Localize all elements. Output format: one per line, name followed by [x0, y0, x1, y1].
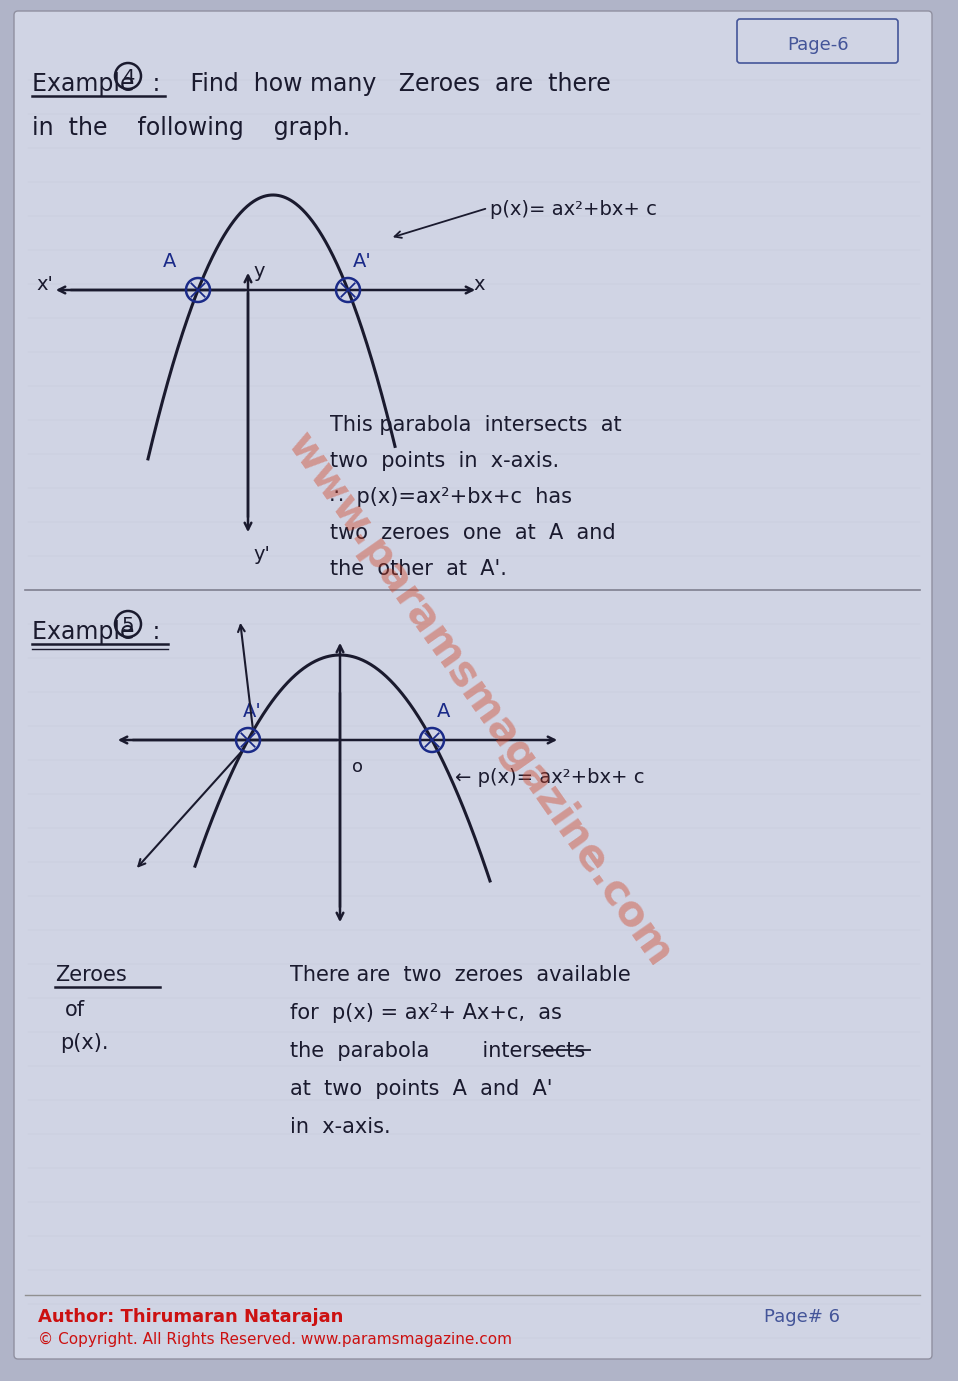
- Text: 4: 4: [122, 68, 134, 87]
- Text: for  p(x) = ax²+ Ax+c,  as: for p(x) = ax²+ Ax+c, as: [290, 1003, 562, 1023]
- Text: ∴  p(x)=ax²+bx+c  has: ∴ p(x)=ax²+bx+c has: [330, 487, 572, 507]
- Text: x': x': [36, 275, 53, 294]
- Text: ← p(x)= ax²+bx+ c: ← p(x)= ax²+bx+ c: [455, 768, 645, 787]
- Text: at  two  points  A  and  A': at two points A and A': [290, 1079, 553, 1099]
- Text: www.paramsmagazine.com: www.paramsmagazine.com: [279, 425, 681, 975]
- Text: 5: 5: [122, 616, 134, 634]
- Text: There are  two  zeroes  available: There are two zeroes available: [290, 965, 630, 985]
- Text: :    Find  how many   Zeroes  are  there: : Find how many Zeroes are there: [145, 72, 611, 97]
- Text: A: A: [163, 251, 176, 271]
- Text: x: x: [473, 275, 485, 294]
- Text: Zeroes: Zeroes: [55, 965, 126, 985]
- Text: p(x).: p(x).: [60, 1033, 108, 1052]
- Text: www.paramsmagazine.com: www.paramsmagazine.com: [279, 425, 681, 975]
- Text: Example: Example: [32, 620, 142, 644]
- Text: © Copyright. All Rights Reserved. www.paramsmagazine.com: © Copyright. All Rights Reserved. www.pa…: [38, 1333, 512, 1346]
- Text: y: y: [253, 262, 264, 280]
- FancyBboxPatch shape: [14, 11, 932, 1359]
- Text: Page-6: Page-6: [787, 36, 849, 54]
- Text: two  zeroes  one  at  A  and: two zeroes one at A and: [330, 523, 616, 543]
- Text: A: A: [437, 702, 450, 721]
- Text: in  the    following    graph.: in the following graph.: [32, 116, 350, 139]
- Text: Example: Example: [32, 72, 142, 97]
- Text: y': y': [253, 545, 270, 563]
- FancyBboxPatch shape: [737, 19, 898, 64]
- Text: the  parabola        intersects: the parabola intersects: [290, 1041, 585, 1061]
- Text: A': A': [353, 251, 372, 271]
- Text: two  points  in  x-axis.: two points in x-axis.: [330, 452, 559, 471]
- Text: p(x)= ax²+bx+ c: p(x)= ax²+bx+ c: [490, 200, 657, 220]
- Text: Page# 6: Page# 6: [764, 1308, 840, 1326]
- Text: :: :: [145, 620, 160, 644]
- Text: A': A': [243, 702, 262, 721]
- Text: in  x-axis.: in x-axis.: [290, 1117, 391, 1137]
- Text: the  other  at  A'.: the other at A'.: [330, 559, 507, 579]
- Text: Author: Thirumaran Natarajan: Author: Thirumaran Natarajan: [38, 1308, 343, 1326]
- Text: o: o: [352, 758, 363, 776]
- Text: of: of: [65, 1000, 85, 1021]
- Text: This parabola  intersects  at: This parabola intersects at: [330, 416, 622, 435]
